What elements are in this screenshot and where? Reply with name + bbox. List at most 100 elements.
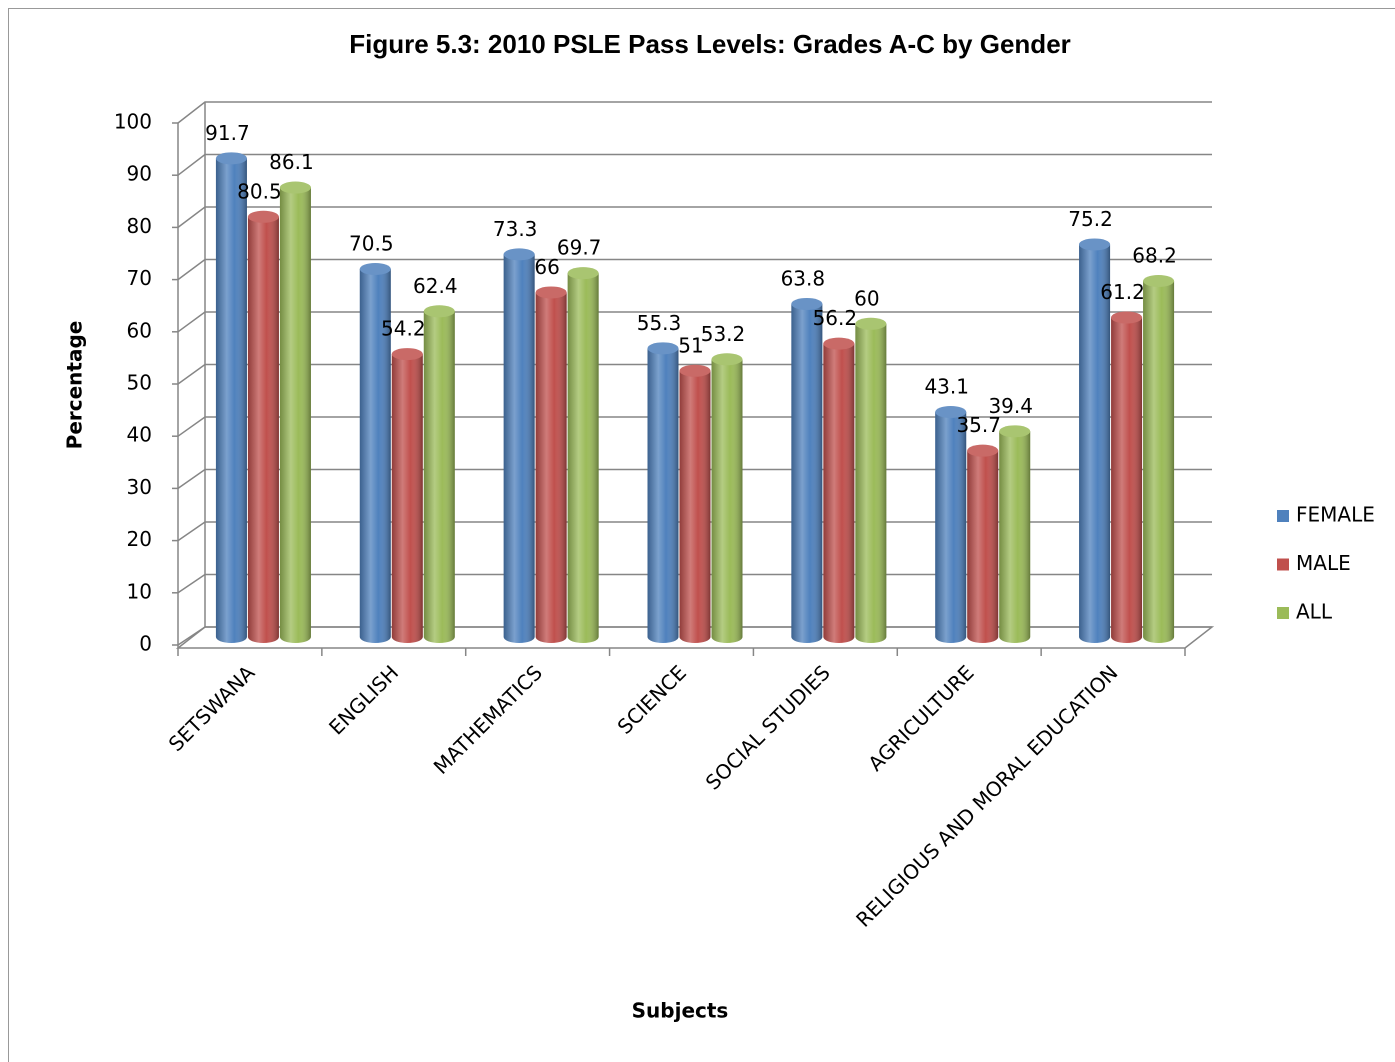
legend-swatch xyxy=(1277,558,1289,571)
bar-shade xyxy=(999,431,1031,643)
bar-top-shade xyxy=(279,181,311,194)
data-label: 56.2 xyxy=(813,306,858,330)
bar-top-shade xyxy=(823,337,855,350)
legend-swatch xyxy=(1277,607,1289,619)
bar-shade xyxy=(503,254,535,643)
bar-shade xyxy=(359,268,391,643)
bar-top-shade xyxy=(1079,238,1111,251)
x-tick-label: MATHEMATICS xyxy=(429,660,547,778)
grid-line xyxy=(177,101,1212,124)
x-tick-label: AGRICULTURE xyxy=(863,660,978,775)
legend-label: ALL xyxy=(1296,600,1333,624)
grid-line xyxy=(177,311,1212,333)
data-label: 53.2 xyxy=(701,322,746,346)
x-tick-label: SETSWANA xyxy=(164,660,260,756)
bar-top xyxy=(247,210,279,223)
bar-top xyxy=(423,305,455,318)
chart-title: Figure 5.3: 2010 PSLE Pass Levels: Grade… xyxy=(349,29,1071,59)
bar-top-shade xyxy=(967,444,999,457)
bar xyxy=(279,181,311,644)
bar-top xyxy=(279,181,311,194)
bar-shade xyxy=(535,292,567,643)
y-tick-label: 60 xyxy=(127,318,152,342)
bar xyxy=(823,337,855,643)
bar-shade xyxy=(1111,317,1143,643)
chart-border xyxy=(8,8,1395,1062)
bar-shade xyxy=(791,303,823,643)
bar xyxy=(247,210,279,643)
bar xyxy=(423,305,455,643)
bar-shade xyxy=(855,323,887,643)
x-tick-label: SOCIAL STUDIES xyxy=(701,660,835,794)
bar-top-shade xyxy=(711,353,743,366)
y-tick-label: 0 xyxy=(139,632,152,656)
bar-top xyxy=(359,262,391,275)
bar-top xyxy=(647,342,679,355)
bar-top-shade xyxy=(567,267,599,280)
bar-top xyxy=(935,406,967,419)
bar-top-shade xyxy=(855,317,887,330)
bar xyxy=(647,342,679,643)
data-label: 51 xyxy=(678,333,703,357)
grid-line xyxy=(177,153,1212,176)
x-tick-label: ENGLISH xyxy=(324,660,403,739)
data-label: 69.7 xyxy=(557,236,602,260)
data-label: 73.3 xyxy=(493,217,538,241)
bar-top xyxy=(215,152,247,165)
bar-shade xyxy=(215,158,247,643)
bar xyxy=(967,444,999,643)
data-label: 60 xyxy=(854,286,879,310)
bar-shade xyxy=(679,370,711,643)
bar-top-shade xyxy=(215,152,247,165)
bar xyxy=(791,297,823,643)
y-tick-label: 90 xyxy=(127,162,152,186)
bar-top xyxy=(1111,311,1143,324)
bar-shade xyxy=(247,216,279,643)
bar-top-shade xyxy=(535,286,567,299)
y-tick-label: 80 xyxy=(127,214,152,238)
bar-top xyxy=(391,348,423,361)
bar xyxy=(359,262,391,643)
legend-label: FEMALE xyxy=(1296,503,1375,527)
bar-shade xyxy=(647,348,679,643)
bar-top xyxy=(567,267,599,280)
data-label: 54.2 xyxy=(381,317,426,341)
data-label: 68.2 xyxy=(1132,243,1177,267)
bar-top xyxy=(535,286,567,299)
y-tick-label: 30 xyxy=(127,475,152,499)
data-label: 43.1 xyxy=(924,375,969,399)
y-tick-label: 70 xyxy=(127,266,152,290)
y-tick-label: 20 xyxy=(127,527,152,551)
bar-top-shade xyxy=(791,297,823,310)
bar xyxy=(711,353,743,643)
bar-top-shade xyxy=(391,348,423,361)
bar-shade xyxy=(423,311,455,643)
grid-line xyxy=(177,258,1212,281)
bar-shade xyxy=(279,187,311,644)
y-axis-title: Percentage xyxy=(63,321,87,450)
legend-label: MALE xyxy=(1296,551,1351,575)
bar xyxy=(535,286,567,643)
bar xyxy=(1111,311,1143,643)
bar xyxy=(679,364,711,643)
data-label: 66 xyxy=(534,255,559,279)
bar-top-shade xyxy=(647,342,679,355)
bar-shade xyxy=(711,359,743,643)
legend-swatch xyxy=(1277,510,1289,522)
bar-shade xyxy=(967,450,999,643)
bar xyxy=(1079,238,1111,643)
bar-top xyxy=(967,444,999,457)
y-tick-label: 40 xyxy=(127,423,152,447)
bar xyxy=(503,248,535,643)
data-label: 35.7 xyxy=(956,413,1001,437)
bar-top xyxy=(999,425,1031,438)
data-label: 91.7 xyxy=(205,121,250,145)
data-label: 86.1 xyxy=(269,150,314,174)
data-label: 70.5 xyxy=(349,231,394,255)
bar xyxy=(215,152,247,643)
data-label: 80.5 xyxy=(237,179,282,203)
bar xyxy=(999,425,1031,643)
bar-top-shade xyxy=(503,248,535,261)
bar-top xyxy=(1143,274,1175,287)
data-label: 55.3 xyxy=(637,311,682,335)
